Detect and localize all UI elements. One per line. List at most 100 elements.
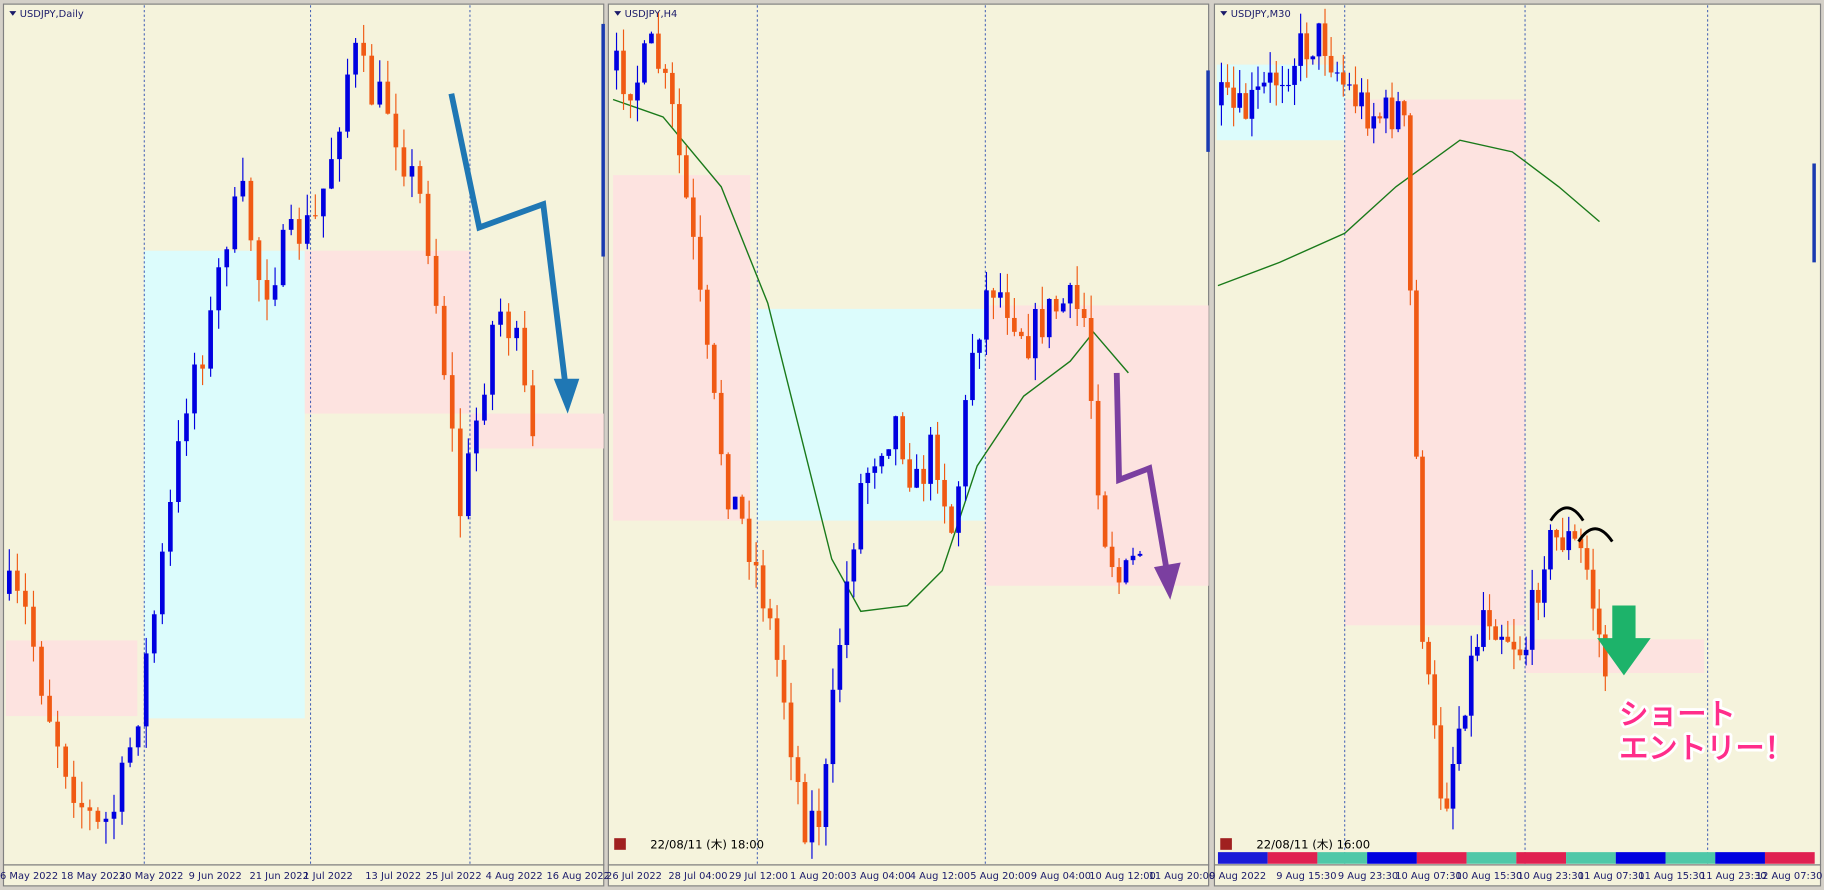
session-bar bbox=[1466, 852, 1517, 864]
candle-body bbox=[1365, 92, 1370, 129]
session-bar bbox=[1267, 852, 1318, 864]
candle-body bbox=[921, 468, 926, 484]
candle-body bbox=[753, 561, 759, 566]
candle-body bbox=[119, 762, 125, 812]
candle-body bbox=[377, 81, 383, 105]
candle-body bbox=[1286, 84, 1291, 87]
candle-body bbox=[1219, 82, 1224, 106]
candle-body bbox=[15, 570, 20, 591]
candle-body bbox=[858, 483, 864, 550]
axis-strip bbox=[2, 864, 605, 887]
timestamp: 22/08/11 (木) 16:00 bbox=[1256, 838, 1370, 852]
candle-body bbox=[63, 746, 69, 777]
candle-body bbox=[1395, 101, 1401, 130]
session-bar bbox=[1665, 852, 1716, 864]
candle-body bbox=[498, 311, 503, 325]
candle-body bbox=[865, 472, 871, 484]
candle-body bbox=[232, 196, 238, 250]
candle-body bbox=[530, 385, 536, 437]
candle-body bbox=[977, 339, 982, 353]
x-tick-label: 6 May 2022 bbox=[0, 871, 58, 882]
candle-body bbox=[1389, 97, 1395, 130]
candle-body bbox=[71, 776, 77, 803]
title-arrow bbox=[614, 11, 622, 16]
title-arrow bbox=[9, 11, 17, 16]
candle-body bbox=[1517, 649, 1523, 656]
x-tick-label: 11 Aug 23:30 bbox=[1700, 871, 1767, 882]
candle-body bbox=[1438, 725, 1444, 799]
candle-body bbox=[1596, 608, 1602, 635]
candle-body bbox=[1499, 636, 1505, 640]
candle-body bbox=[1231, 87, 1236, 108]
arrow-head bbox=[1153, 562, 1181, 600]
candle-body bbox=[280, 229, 286, 286]
zone bbox=[5, 640, 138, 717]
candle-body bbox=[900, 416, 906, 460]
peak-mark bbox=[1549, 506, 1585, 522]
candle-body bbox=[401, 147, 407, 177]
candle-body bbox=[1046, 298, 1052, 338]
scroll-marker bbox=[1206, 70, 1210, 152]
candle-body bbox=[506, 311, 511, 339]
candle-body bbox=[1095, 400, 1101, 496]
candle-body bbox=[385, 81, 391, 114]
candle-body bbox=[879, 455, 885, 467]
candle-body bbox=[474, 420, 479, 454]
session-bar bbox=[1615, 852, 1666, 864]
candle-body bbox=[111, 811, 117, 819]
x-tick-label: 11 Aug 20:00 bbox=[1149, 871, 1216, 882]
chart-title: USDJPY,H4 bbox=[625, 9, 678, 20]
candle-body bbox=[1109, 546, 1115, 568]
candle-body bbox=[1377, 116, 1383, 119]
chart-panel[interactable]: USDJPY,H4 26 Jul 2022 28 Jul 04:00 29 Jul 1… bbox=[601, 3, 1216, 887]
candle-body bbox=[1074, 284, 1080, 310]
candle-body bbox=[135, 726, 141, 748]
x-tick-label: 16 Aug 2022 bbox=[547, 871, 610, 882]
candle-body bbox=[1548, 529, 1553, 570]
candle-body bbox=[1298, 33, 1303, 66]
candle-body bbox=[337, 131, 342, 160]
candle-body bbox=[200, 364, 205, 369]
candle-body bbox=[313, 215, 318, 217]
candle-body bbox=[1420, 456, 1425, 642]
candle-body bbox=[1123, 560, 1129, 583]
candle-body bbox=[670, 72, 675, 105]
candle-body bbox=[304, 215, 310, 244]
candle-body bbox=[345, 74, 350, 132]
candle-body bbox=[795, 757, 801, 783]
x-tick-label: 9 Aug 23:30 bbox=[1338, 871, 1398, 882]
candle-body bbox=[1328, 55, 1334, 73]
candle-body bbox=[739, 496, 745, 519]
candle-body bbox=[1322, 23, 1328, 56]
candle-body bbox=[1487, 610, 1492, 627]
candle-body bbox=[457, 428, 463, 517]
x-tick-label: 4 Aug 12:00 bbox=[910, 871, 970, 882]
candle-body bbox=[1032, 308, 1038, 359]
one-click-button bbox=[614, 838, 626, 850]
candle-body bbox=[1067, 284, 1073, 304]
candle-body bbox=[1137, 553, 1143, 556]
candle-body bbox=[1026, 336, 1031, 359]
candle-body bbox=[522, 327, 528, 386]
candle-body bbox=[1414, 290, 1419, 457]
candle-body bbox=[823, 764, 829, 828]
candle-body bbox=[79, 802, 85, 808]
candle-body bbox=[760, 565, 766, 609]
candle-body bbox=[942, 479, 947, 507]
candle-body bbox=[1462, 715, 1468, 729]
candle-body bbox=[1432, 674, 1438, 726]
candle-body bbox=[417, 166, 423, 194]
candle-body bbox=[264, 280, 270, 300]
candle-body bbox=[514, 327, 519, 339]
candle-body bbox=[329, 159, 334, 189]
candle-body bbox=[774, 618, 780, 660]
candle-body bbox=[1554, 529, 1559, 538]
candle-body bbox=[642, 43, 647, 83]
candle-body bbox=[168, 501, 173, 552]
x-tick-label: 10 Aug 07:30 bbox=[1395, 871, 1462, 882]
chart-panel[interactable]: USDJPY,M30 9 Aug 2022 9 Aug 15:30 9 Aug 23:… bbox=[1209, 3, 1822, 887]
candle-body bbox=[192, 364, 197, 414]
x-tick-label: 29 Jul 12:00 bbox=[729, 871, 788, 882]
candle-body bbox=[1566, 531, 1572, 551]
